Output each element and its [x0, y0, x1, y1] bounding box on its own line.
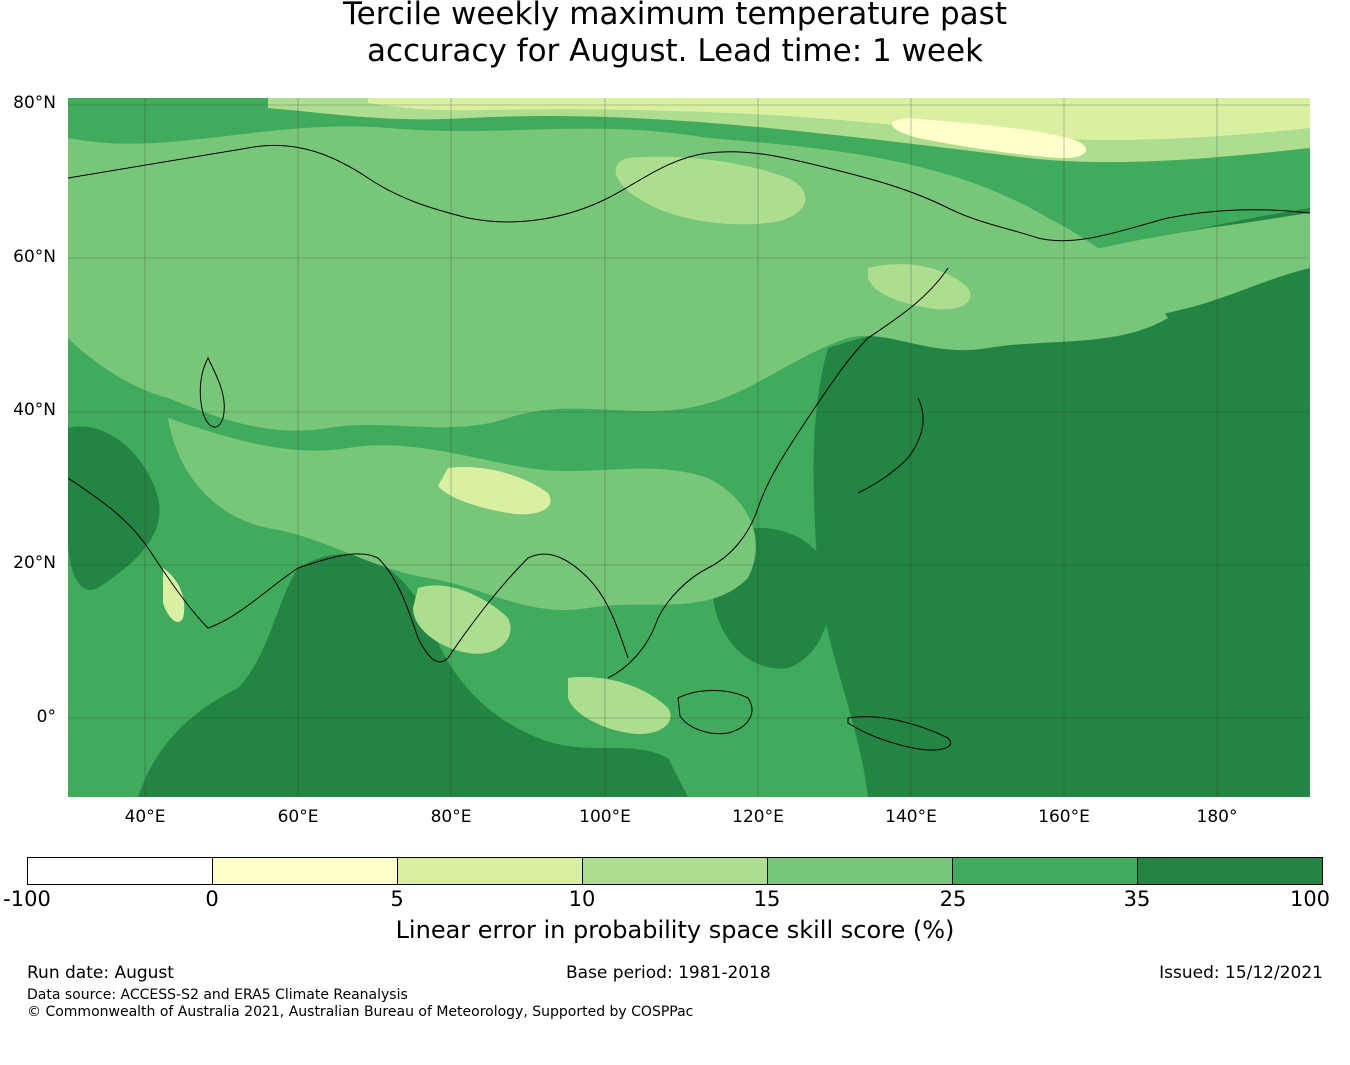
- colorbar-segment: [768, 858, 953, 884]
- lat-label-20n: 20°N: [13, 553, 56, 573]
- base-period: Base period: 1981-2018: [566, 963, 771, 983]
- lon-label-180: 180°: [1196, 807, 1238, 827]
- lat-label-80n: 80°N: [13, 93, 56, 113]
- colorbar-label: Linear error in probability space skill …: [395, 916, 955, 944]
- japan-outline: [857, 397, 924, 494]
- lon-label-120e: 120°E: [732, 807, 784, 827]
- colorbar-tick: 15: [753, 887, 781, 911]
- tibet-low-skill: [438, 467, 551, 515]
- lon-label-100e: 100°E: [579, 807, 631, 827]
- arctic-zero-skill: [891, 118, 1087, 159]
- indian-ocean-high-skill: [138, 554, 688, 797]
- skill-score-map: [68, 98, 1310, 797]
- indonesia-low-skill: [568, 677, 671, 734]
- lon-label-60e: 60°E: [277, 807, 319, 827]
- colorbar-tick: 25: [939, 887, 967, 911]
- borneo-outline: [677, 690, 753, 735]
- central-asia-mid-skill: [168, 418, 756, 611]
- run-date: Run date: August: [27, 963, 174, 983]
- caspian-sea-outline: [199, 356, 225, 428]
- coastline: [68, 144, 1310, 242]
- south-asia-coast: [68, 477, 629, 663]
- east-asia-coast: [607, 267, 949, 679]
- colorbar-segment: [1138, 858, 1322, 884]
- colorbar-tick: 10: [568, 887, 596, 911]
- copyright: © Commonwealth of Australia 2021, Austra…: [27, 1004, 694, 1020]
- lon-label-160e: 160°E: [1038, 807, 1090, 827]
- map-canvas: [68, 98, 1310, 797]
- data-source: Data source: ACCESS-S2 and ERA5 Climate …: [27, 987, 408, 1003]
- colorbar-segment: [953, 858, 1138, 884]
- colorbar-tick: 100: [1289, 887, 1331, 911]
- colorbar: [27, 857, 1323, 885]
- lon-label-40e: 40°E: [124, 807, 166, 827]
- title-line-1: Tercile weekly maximum temperature past: [342, 0, 1007, 32]
- lat-label-0: 0°: [36, 707, 56, 727]
- colorbar-segment: [213, 858, 398, 884]
- lat-label-60n: 60°N: [13, 247, 56, 267]
- lon-label-80e: 80°E: [430, 807, 472, 827]
- colorbar-tick: 0: [205, 887, 219, 911]
- siberia-mid-skill: [68, 126, 1168, 431]
- issued-date: Issued: 15/12/2021: [1159, 963, 1323, 983]
- east-russia-mid-skill: [1025, 213, 1310, 323]
- colorbar-segment: [398, 858, 583, 884]
- colorbar-segment: [28, 858, 213, 884]
- arabia-high-skill: [68, 426, 160, 590]
- lon-label-140e: 140°E: [885, 807, 937, 827]
- colorbar-tick: -100: [3, 887, 51, 911]
- arctic-very-low-skill: [368, 98, 1310, 140]
- gridlines: [68, 98, 1310, 797]
- title-line-2: accuracy for August. Lead time: 1 week: [366, 33, 984, 69]
- arabia-low-skill: [163, 568, 185, 623]
- chart-title: Tercile weekly maximum temperature past …: [0, 0, 1350, 70]
- india-low-skill: [413, 585, 511, 654]
- lat-label-40n: 40°N: [13, 400, 56, 420]
- new-guinea-outline: [847, 716, 951, 751]
- pacific-high-skill: [813, 208, 1310, 797]
- colorbar-tick: 5: [390, 887, 404, 911]
- colorbar-tick: 35: [1123, 887, 1151, 911]
- colorbar-segment: [583, 858, 768, 884]
- kamchatka-low-skill: [868, 264, 971, 310]
